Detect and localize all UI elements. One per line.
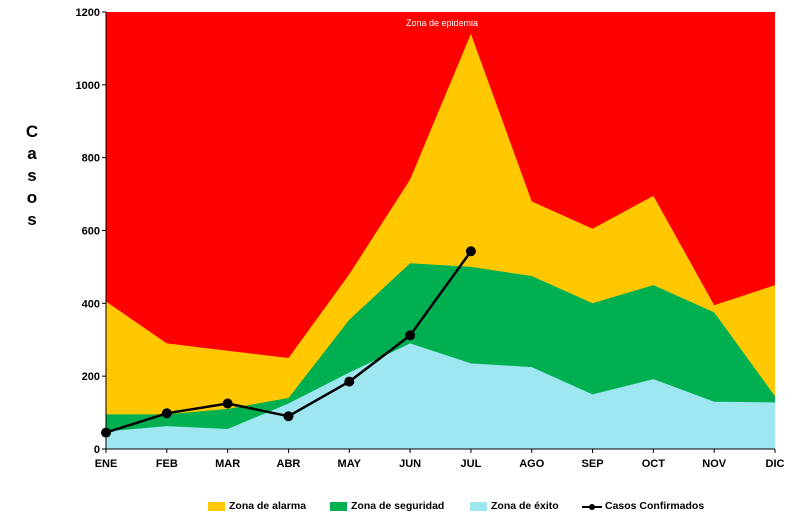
x-tick-label: ENE bbox=[95, 458, 118, 470]
x-tick-label: ABR bbox=[277, 458, 301, 470]
confirmed-cases-point bbox=[344, 376, 355, 387]
confirmed-cases-point bbox=[405, 330, 416, 341]
x-tick-label: FEB bbox=[156, 458, 178, 470]
x-tick-label: OCT bbox=[642, 458, 666, 470]
legend-item-alarm: Zona de alarma bbox=[208, 498, 306, 514]
y-tick-label: 600 bbox=[82, 226, 100, 238]
y-axis-label-letter: s bbox=[27, 210, 36, 229]
y-tick-label: 1200 bbox=[76, 7, 100, 19]
y-tick-label: 400 bbox=[82, 298, 100, 310]
legend-label-alarm: Zona de alarma bbox=[229, 500, 307, 512]
x-axis: ENE FEB MAR ABR MAY JUN JUL AGO SEP OCT NOV DIC bbox=[95, 449, 785, 470]
confirmed-cases-point bbox=[465, 246, 476, 257]
legend-item-confirmed: Casos Confirmados bbox=[582, 498, 704, 514]
legend-swatch-confirmed bbox=[582, 502, 602, 511]
y-axis-label-letter: C bbox=[26, 122, 38, 141]
chart: 0 200 400 600 800 1000 1200 ENE FEB MAR ABR MAY JUN… bbox=[26, 7, 785, 470]
legend-swatch-alarm bbox=[208, 501, 225, 511]
x-tick-label: AGO bbox=[519, 458, 545, 470]
legend: Zona de alarma Zona de seguridad Zona de… bbox=[0, 498, 796, 514]
legend-swatch-security bbox=[330, 501, 347, 511]
x-tick-label: DIC bbox=[766, 458, 785, 470]
y-axis-label: Casos bbox=[26, 122, 38, 229]
legend-label-confirmed: Casos Confirmados bbox=[605, 500, 705, 512]
confirmed-cases-point bbox=[161, 408, 172, 419]
legend-item-security: Zona de seguridad bbox=[330, 498, 444, 514]
x-tick-label: MAY bbox=[338, 458, 362, 470]
legend-swatch-success bbox=[470, 501, 487, 511]
x-tick-label: JUN bbox=[399, 458, 421, 470]
x-tick-label: JUL bbox=[461, 458, 482, 470]
legend-item-success: Zona de éxito bbox=[470, 498, 559, 514]
plot-area bbox=[101, 12, 775, 450]
y-axis-label-letter: o bbox=[27, 188, 37, 207]
y-axis-label-letter: a bbox=[27, 144, 37, 163]
y-tick-label: 1000 bbox=[76, 80, 100, 92]
x-tick-label: SEP bbox=[582, 458, 604, 470]
y-axis-label-letter: s bbox=[27, 166, 36, 185]
epidemic-zone-label: Zona de epidemia bbox=[406, 18, 478, 28]
success-zone-area bbox=[106, 343, 775, 449]
confirmed-cases-point bbox=[283, 411, 294, 422]
y-axis: 0 200 400 600 800 1000 1200 bbox=[76, 7, 106, 456]
x-tick-label: MAR bbox=[215, 458, 240, 470]
confirmed-cases-point bbox=[222, 398, 233, 409]
y-tick-label: 0 bbox=[94, 444, 100, 456]
x-tick-label: NOV bbox=[702, 458, 727, 470]
y-tick-label: 200 bbox=[82, 371, 100, 383]
legend-label-success: Zona de éxito bbox=[491, 500, 559, 512]
legend-label-security: Zona de seguridad bbox=[351, 500, 445, 512]
y-tick-label: 800 bbox=[82, 153, 100, 165]
